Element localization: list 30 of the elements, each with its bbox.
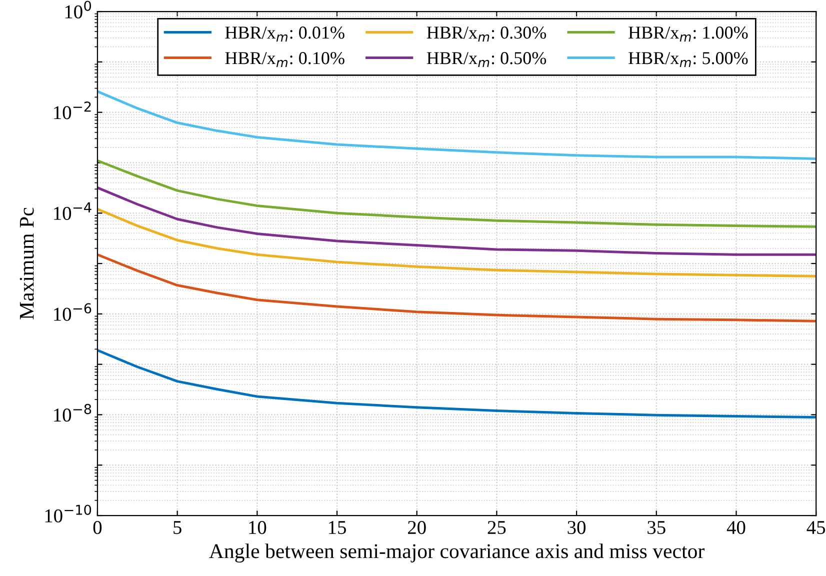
x-tick-label: 25 [488,521,506,534]
x-tick-label: 5 [174,521,182,534]
y-tick-label: 10$^{−4}$ [54,202,92,220]
legend-label: HBR/x$_{m}$: 0.50% [426,52,546,67]
y-tick-label: 10$^{−8}$ [54,404,92,422]
x-tick-label: 10 [249,520,266,534]
x-tick-label: 45 [806,521,826,534]
y-tick-label: 10$^{−2}$ [54,102,91,120]
y-axis-title: Maximum Pc [20,208,34,320]
legend-label: HBR/x$_{m}$: 0.10% [225,52,344,67]
x-axis-title: Angle between semi-major covariance axis and miss vector [209,544,704,563]
line-series [97,186,816,256]
y-tick-label: 10$^{−10}$ [45,504,92,522]
x-tick-label: 20 [408,520,426,534]
line-series [97,208,816,278]
x-tick-label: 35 [648,521,666,534]
x-tick-label: 15 [328,521,346,534]
legend-label: HBR/x$_{m}$: 5.00% [628,52,748,67]
x-tick-label: 0 [93,520,102,534]
legend-label: HBR/x$_{m}$: 0.01% [225,26,344,42]
legend-label: HBR/x$_{m}$: 0.30% [426,26,546,42]
y-tick-label: 10$^{−6}$ [54,303,92,321]
line-series [97,159,816,228]
x-tick-label: 40 [726,520,746,534]
y-tick-label: 10$^{0}$ [65,0,92,18]
line-series [97,253,816,322]
x-tick-label: 30 [568,520,586,534]
legend-label: HBR/x$_{m}$: 1.00% [628,26,748,42]
line-series [97,90,816,160]
line-series [97,349,816,419]
